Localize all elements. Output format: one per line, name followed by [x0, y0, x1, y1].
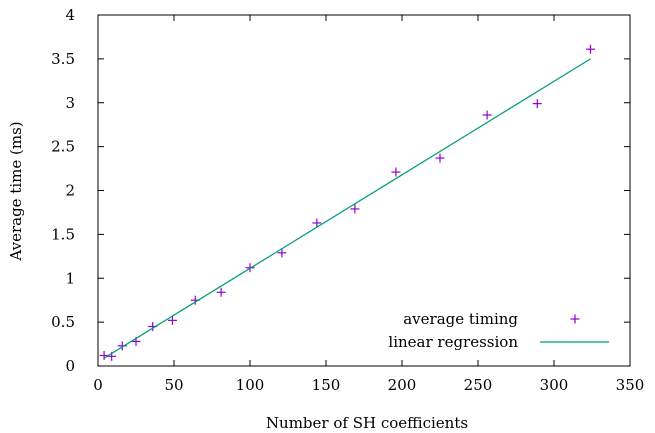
y-tick-label: 4	[65, 6, 75, 24]
x-tick-label: 0	[93, 376, 103, 394]
data-point	[391, 167, 401, 177]
regression-line	[103, 58, 591, 359]
y-tick-label: 1	[65, 269, 75, 287]
data-point	[532, 99, 542, 109]
data-point	[277, 248, 287, 258]
x-tick-label: 200	[388, 376, 417, 394]
y-tick-label: 0	[65, 357, 75, 375]
series	[99, 44, 595, 361]
data-point	[435, 153, 445, 163]
y-axis-label: Average time (ms)	[7, 121, 25, 261]
legend-label-average-timing: average timing	[403, 310, 518, 328]
legend-label-linear-regression: linear regression	[388, 333, 518, 351]
y-tick-label: 2.5	[51, 138, 75, 156]
y-tick-label: 3.5	[51, 50, 75, 68]
data-point	[585, 44, 595, 54]
x-tick-label: 250	[464, 376, 493, 394]
data-point	[99, 350, 109, 360]
x-tick-label: 150	[312, 376, 341, 394]
x-axis-label: Number of SH coefficients	[266, 414, 468, 432]
y-tick-label: 2	[65, 182, 75, 200]
data-point	[350, 204, 360, 214]
y-tick-label: 1.5	[51, 225, 75, 243]
data-point	[312, 218, 322, 228]
x-tick-label: 350	[616, 376, 645, 394]
data-point	[482, 110, 492, 120]
y-tick-label: 3	[65, 94, 75, 112]
data-point	[167, 315, 177, 325]
x-tick-label: 300	[540, 376, 569, 394]
y-tick-label: 0.5	[51, 313, 75, 331]
data-point	[117, 341, 127, 351]
data-point	[216, 287, 226, 297]
ticks: 0 50 100 150 200 250 300 350 0 0.5 1 1.5 2 2.5 3 3.5 4	[51, 6, 644, 394]
x-tick-label: 50	[164, 376, 183, 394]
legend: average timing linear regression	[388, 310, 609, 351]
x-tick-label: 100	[236, 376, 265, 394]
